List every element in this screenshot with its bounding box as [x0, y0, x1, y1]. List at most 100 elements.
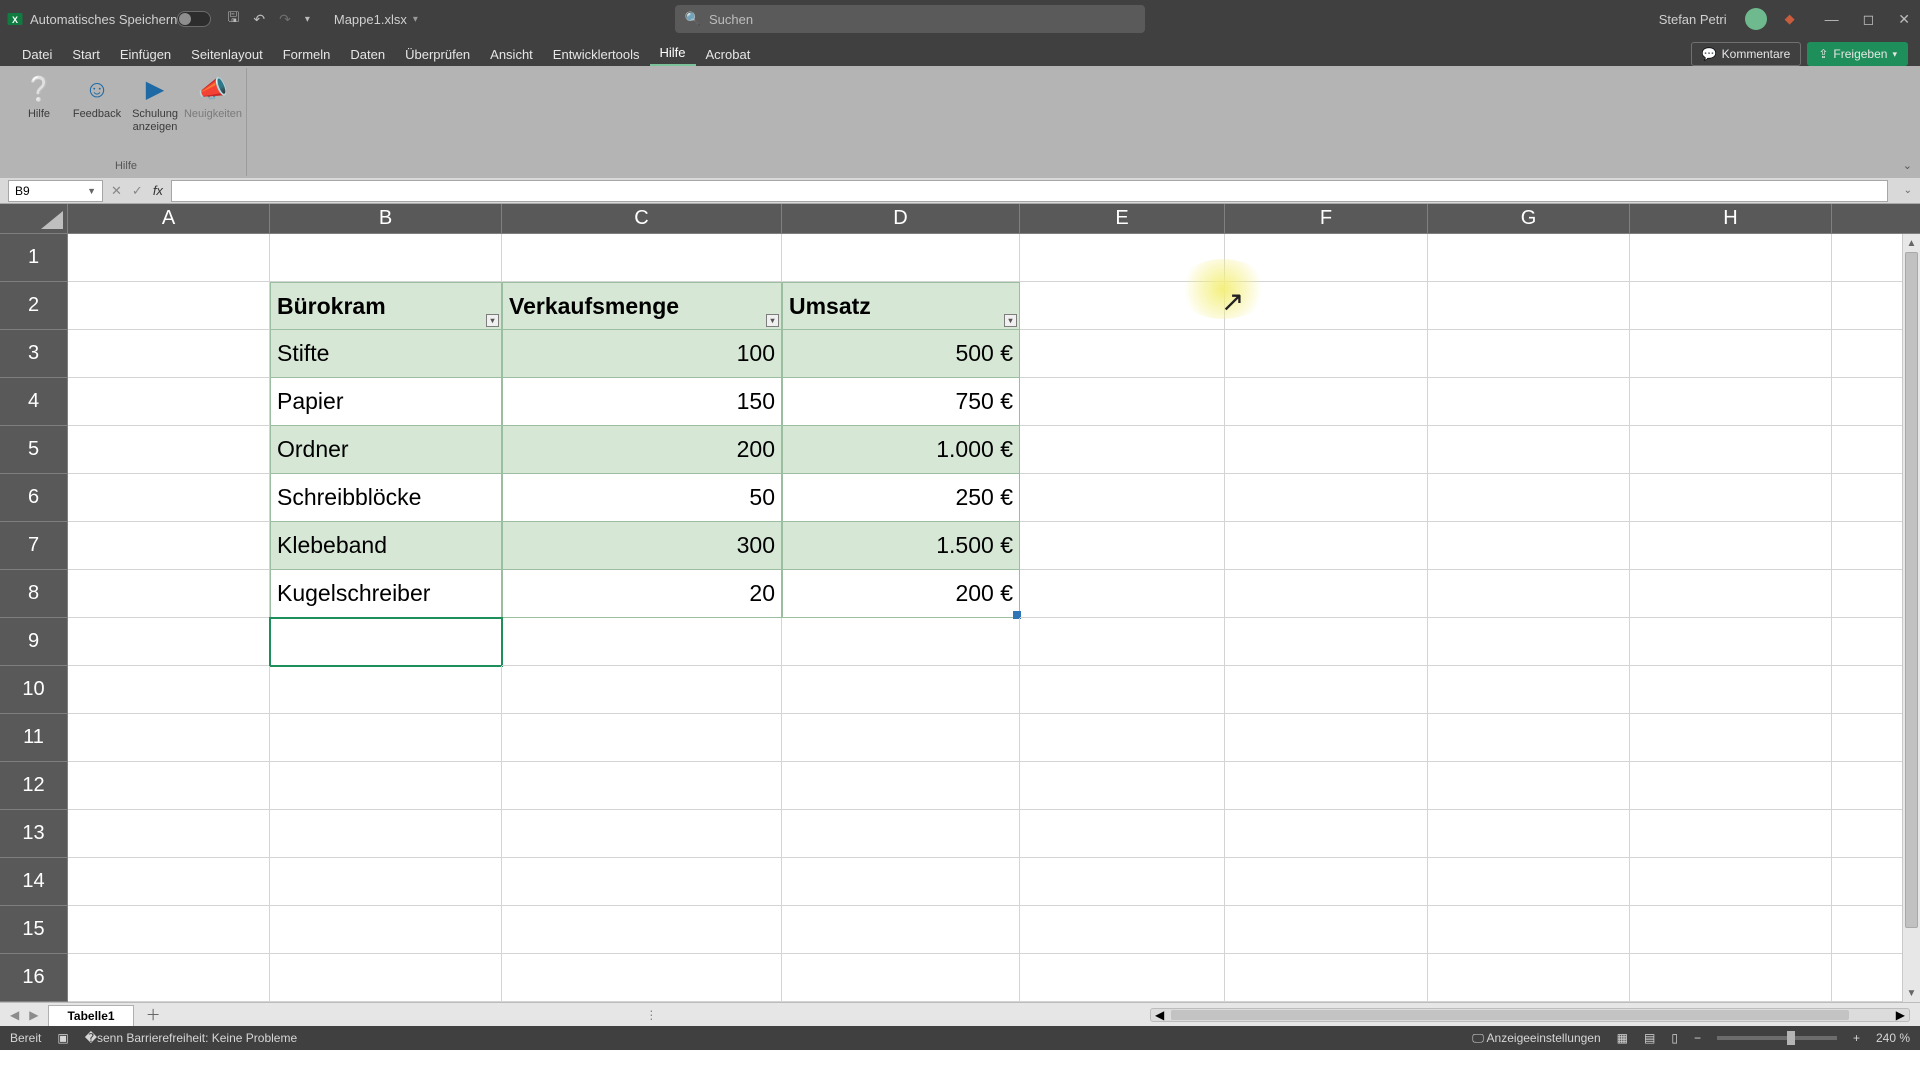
row-header-16[interactable]: 16 — [0, 954, 68, 1002]
cell-F2[interactable] — [1225, 282, 1428, 330]
cell-A5[interactable] — [68, 426, 270, 474]
table-cell-name[interactable]: Stifte — [270, 330, 502, 378]
cell-H15[interactable] — [1630, 906, 1832, 954]
cell-G3[interactable] — [1428, 330, 1630, 378]
cell-B15[interactable] — [270, 906, 502, 954]
horizontal-scrollbar[interactable]: ◀ ▶ — [1150, 1008, 1910, 1022]
cell-E4[interactable] — [1020, 378, 1225, 426]
table-cell-qty[interactable]: 50 — [502, 474, 782, 522]
cell-C12[interactable] — [502, 762, 782, 810]
chevron-down-icon[interactable]: ▼ — [87, 186, 96, 196]
cell-D11[interactable] — [782, 714, 1020, 762]
name-box[interactable]: B9 ▼ — [8, 180, 103, 202]
cell-D15[interactable] — [782, 906, 1020, 954]
sheet-tab-active[interactable]: Tabelle1 — [48, 1005, 133, 1026]
tab-ansicht[interactable]: Ansicht — [480, 41, 543, 66]
cell-F5[interactable] — [1225, 426, 1428, 474]
cell-F14[interactable] — [1225, 858, 1428, 906]
cell-H2[interactable] — [1630, 282, 1832, 330]
cell-A15[interactable] — [68, 906, 270, 954]
filter-icon[interactable]: ▾ — [1004, 314, 1017, 327]
tab-ueberpruefen[interactable]: Überprüfen — [395, 41, 480, 66]
scroll-left-icon[interactable]: ◀ — [1155, 1008, 1164, 1022]
cell-A12[interactable] — [68, 762, 270, 810]
cell-B14[interactable] — [270, 858, 502, 906]
view-pagelayout-icon[interactable]: ▤ — [1644, 1031, 1655, 1045]
cell-E10[interactable] — [1020, 666, 1225, 714]
cell-E1[interactable] — [1020, 234, 1225, 282]
cell-D10[interactable] — [782, 666, 1020, 714]
row-header-13[interactable]: 13 — [0, 810, 68, 858]
filter-icon[interactable]: ▾ — [766, 314, 779, 327]
sheet-nav-next-icon[interactable]: ▶ — [29, 1008, 38, 1022]
sheet-nav-prev-icon[interactable]: ◀ — [10, 1008, 19, 1022]
cell-A8[interactable] — [68, 570, 270, 618]
column-header-H[interactable]: H — [1630, 204, 1832, 234]
formula-expand-icon[interactable]: ⌄ — [1896, 185, 1920, 196]
tab-seitenlayout[interactable]: Seitenlayout — [181, 41, 273, 66]
table-cell-name[interactable]: Klebeband — [270, 522, 502, 570]
cell-G4[interactable] — [1428, 378, 1630, 426]
scroll-thumb[interactable] — [1905, 252, 1918, 928]
row-header-8[interactable]: 8 — [0, 570, 68, 618]
macro-record-icon[interactable]: ▣ — [57, 1031, 68, 1045]
row-header-7[interactable]: 7 — [0, 522, 68, 570]
cell-H13[interactable] — [1630, 810, 1832, 858]
column-header-A[interactable]: A — [68, 204, 270, 234]
cell-H4[interactable] — [1630, 378, 1832, 426]
training-button[interactable]: ▶ Schulung anzeigen — [128, 72, 182, 137]
row-header-15[interactable]: 15 — [0, 906, 68, 954]
cell-G7[interactable] — [1428, 522, 1630, 570]
row-header-3[interactable]: 3 — [0, 330, 68, 378]
cell-E13[interactable] — [1020, 810, 1225, 858]
row-header-14[interactable]: 14 — [0, 858, 68, 906]
sheet-split-icon[interactable]: ⋮ — [645, 1008, 657, 1022]
cell-D13[interactable] — [782, 810, 1020, 858]
cell-A9[interactable] — [68, 618, 270, 666]
row-header-9[interactable]: 9 — [0, 618, 68, 666]
table-cell-rev[interactable]: 1.000 € — [782, 426, 1020, 474]
table-cell-name[interactable]: Papier — [270, 378, 502, 426]
vertical-scrollbar[interactable]: ▲ ▼ — [1902, 234, 1920, 1002]
row-header-2[interactable]: 2 — [0, 282, 68, 330]
cell-E7[interactable] — [1020, 522, 1225, 570]
row-header-4[interactable]: 4 — [0, 378, 68, 426]
fx-icon[interactable]: fx — [153, 183, 163, 199]
redo-icon[interactable]: ↷ — [279, 11, 291, 28]
cell-G11[interactable] — [1428, 714, 1630, 762]
cell-H14[interactable] — [1630, 858, 1832, 906]
cell-F11[interactable] — [1225, 714, 1428, 762]
search-box[interactable]: 🔍 Suchen — [675, 5, 1145, 33]
table-cell-name[interactable]: Schreibblöcke — [270, 474, 502, 522]
cell-H1[interactable] — [1630, 234, 1832, 282]
cell-F12[interactable] — [1225, 762, 1428, 810]
cell-A4[interactable] — [68, 378, 270, 426]
display-settings-button[interactable]: 🖵 Anzeigeeinstellungen — [1472, 1031, 1600, 1046]
help-button[interactable]: ❔ Hilfe — [12, 72, 66, 137]
view-pagebreak-icon[interactable]: ▯ — [1671, 1031, 1678, 1045]
file-name[interactable]: Mappe1.xlsx — [334, 12, 407, 27]
table-cell-qty[interactable]: 200 — [502, 426, 782, 474]
cell-A1[interactable] — [68, 234, 270, 282]
table-cell-rev[interactable]: 200 € — [782, 570, 1020, 618]
cell-B1[interactable] — [270, 234, 502, 282]
cell-C1[interactable] — [502, 234, 782, 282]
cell-F6[interactable] — [1225, 474, 1428, 522]
cell-H16[interactable] — [1630, 954, 1832, 1002]
undo-icon[interactable]: ↶ — [253, 11, 265, 28]
cell-F4[interactable] — [1225, 378, 1428, 426]
save-icon[interactable]: 🖫 — [227, 7, 239, 31]
filter-icon[interactable]: ▾ — [486, 314, 499, 327]
cell-C14[interactable] — [502, 858, 782, 906]
column-header-G[interactable]: G — [1428, 204, 1630, 234]
row-header-10[interactable]: 10 — [0, 666, 68, 714]
autosave-toggle[interactable] — [177, 11, 211, 27]
cell-F15[interactable] — [1225, 906, 1428, 954]
view-normal-icon[interactable]: ▦ — [1617, 1031, 1628, 1045]
cell-G5[interactable] — [1428, 426, 1630, 474]
table-cell-qty[interactable]: 300 — [502, 522, 782, 570]
cell-G16[interactable] — [1428, 954, 1630, 1002]
tab-formeln[interactable]: Formeln — [273, 41, 341, 66]
row-header-12[interactable]: 12 — [0, 762, 68, 810]
cell-B16[interactable] — [270, 954, 502, 1002]
